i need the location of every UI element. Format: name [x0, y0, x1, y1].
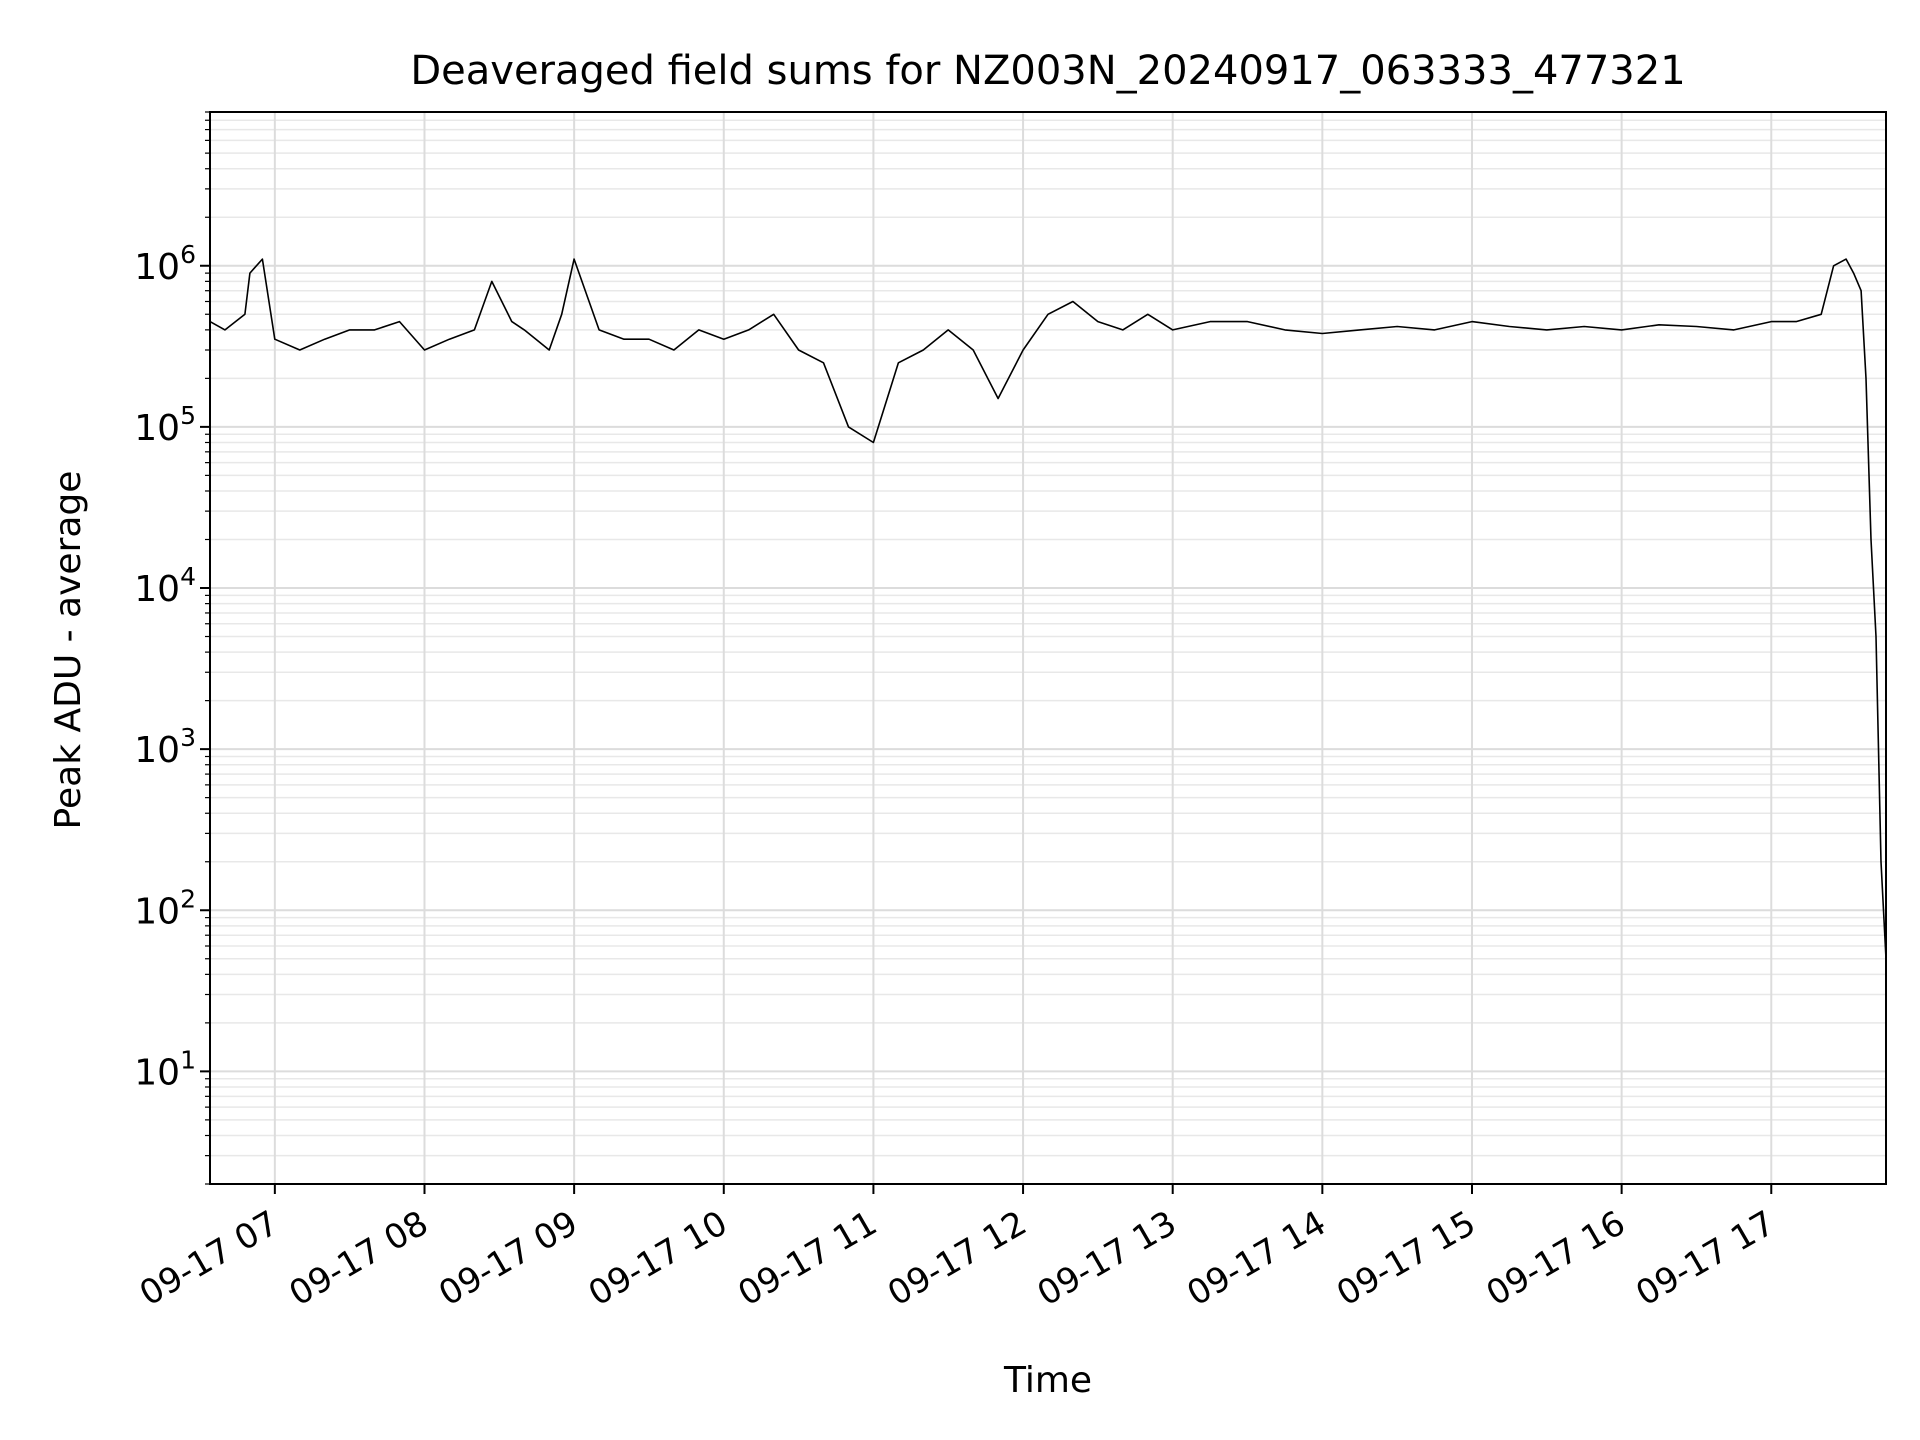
y-tick-label: 103 — [134, 723, 196, 771]
minor-gridlines — [205, 111, 1886, 1185]
y-tick-label: 102 — [134, 884, 196, 932]
y-tick-label: 106 — [134, 240, 196, 288]
y-axis: 101 102 103 104 105 106 — [134, 240, 210, 1093]
major-gridlines — [210, 112, 1886, 1184]
y-tick-label: 101 — [134, 1045, 196, 1093]
chart-title: Deaveraged field sums for NZ003N_2024091… — [410, 48, 1685, 94]
x-axis-label: Time — [1003, 1360, 1092, 1401]
series-group — [209, 258, 1887, 959]
series-line — [209, 258, 1887, 959]
y-tick-label: 104 — [134, 562, 196, 610]
y-axis-label: Peak ADU - average — [48, 471, 89, 830]
plot-frame — [209, 111, 1887, 1185]
y-tick-label: 105 — [134, 401, 196, 449]
